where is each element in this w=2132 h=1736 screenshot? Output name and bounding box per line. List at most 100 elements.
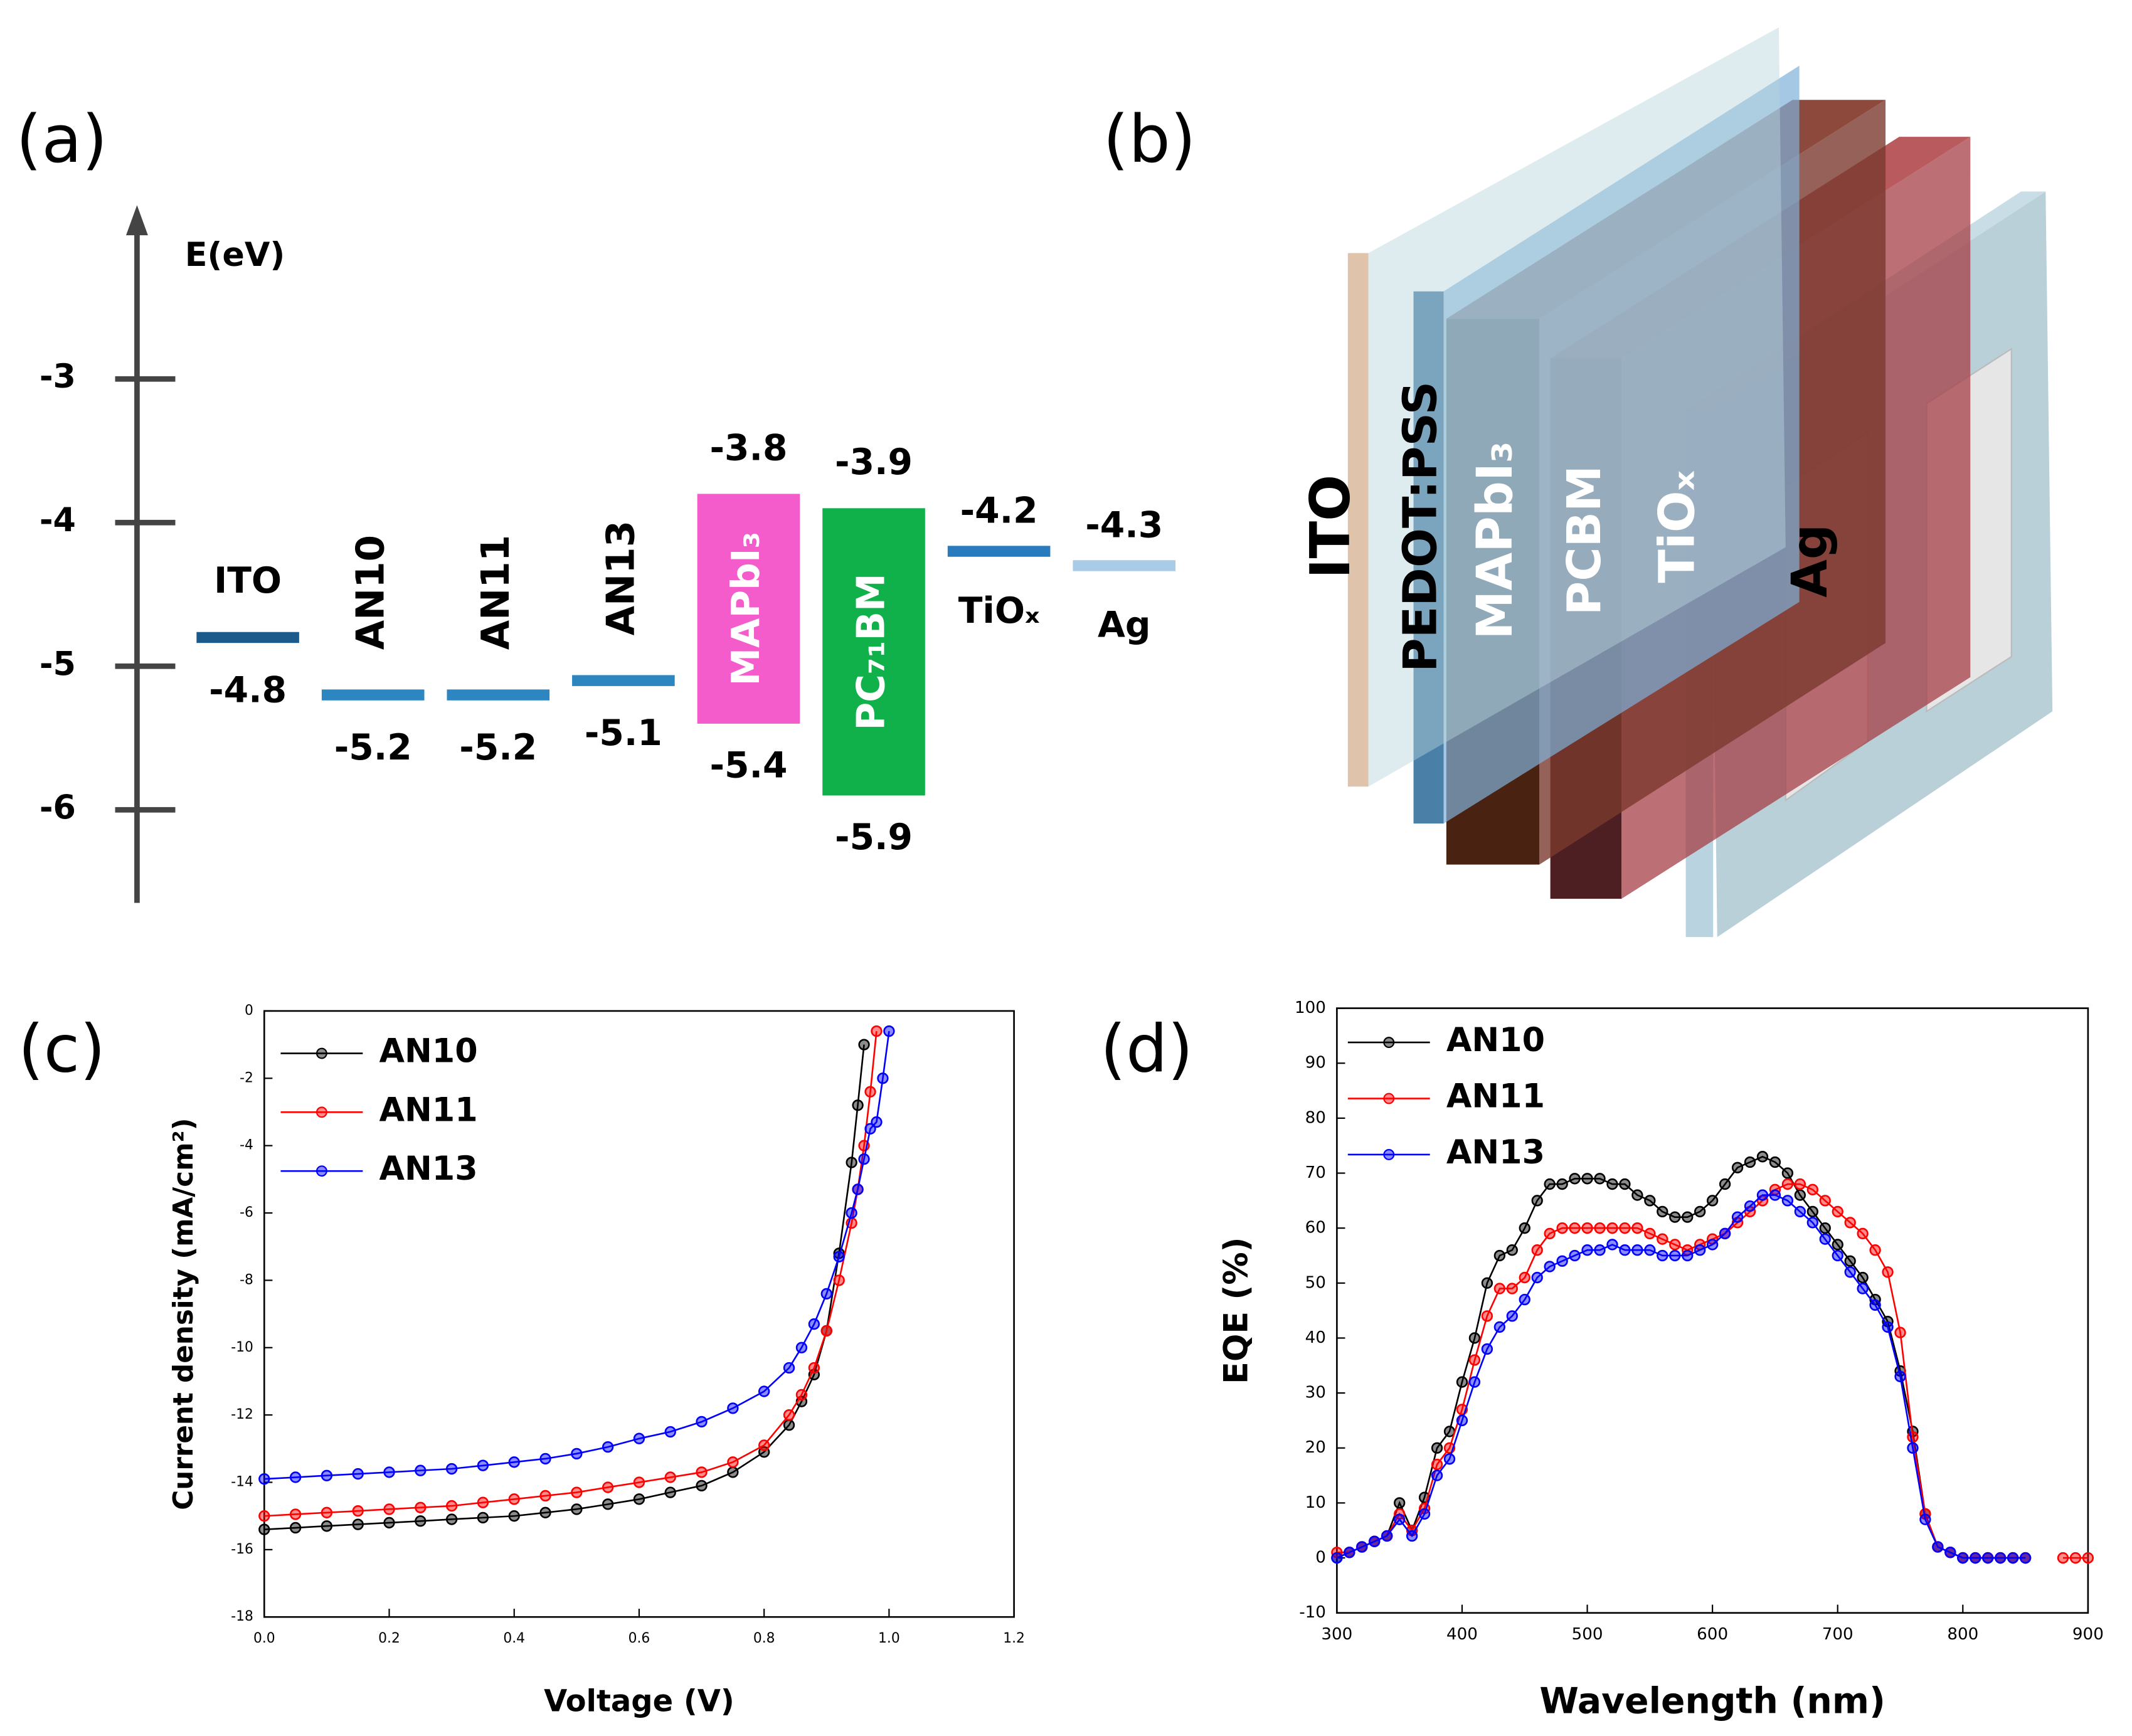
data-point [508, 1493, 520, 1505]
data-point [258, 1473, 270, 1485]
data-point [664, 1426, 676, 1438]
data-point [383, 1503, 395, 1515]
data-point [2019, 1552, 2032, 1564]
data-point [1506, 1244, 1518, 1256]
data-point [1769, 1156, 1781, 1168]
data-point [539, 1490, 551, 1502]
data-point [571, 1486, 583, 1498]
data-point [1631, 1244, 1643, 1256]
level-value: -5.2 [334, 727, 412, 768]
data-point [415, 1501, 427, 1513]
data-point [289, 1522, 302, 1534]
data-point [1995, 1552, 2007, 1564]
layer-label: ITO [1298, 475, 1362, 579]
data-point [1381, 1530, 1393, 1542]
data-point [602, 1441, 614, 1453]
data-point [1669, 1249, 1681, 1262]
data-point [1682, 1249, 1694, 1262]
data-point [1669, 1211, 1681, 1223]
x-tick-label: 0.8 [753, 1631, 775, 1646]
data-point [1531, 1271, 1543, 1284]
data-point [1844, 1217, 1856, 1229]
data-point [1481, 1343, 1493, 1355]
data-point [1794, 1205, 1806, 1218]
legend-label: AN11 [379, 1091, 478, 1129]
data-point [1468, 1354, 1481, 1366]
y-tick-label: -2 [240, 1070, 253, 1086]
data-point [1907, 1431, 1919, 1443]
panel-label: (b) [1103, 101, 1196, 177]
y-tick-label: -16 [231, 1542, 253, 1557]
data-point [1569, 1249, 1581, 1262]
data-point [1682, 1211, 1694, 1223]
data-point [1456, 1414, 1468, 1427]
data-point [2057, 1552, 2069, 1564]
tick-label: -5 [40, 645, 76, 683]
data-point [696, 1466, 708, 1478]
energy-level [321, 689, 425, 701]
data-point [1519, 1222, 1530, 1234]
data-point [727, 1456, 739, 1468]
energy-level [196, 632, 299, 643]
data-point [1694, 1244, 1706, 1256]
legend-marker [316, 1047, 327, 1059]
y-tick-label: 20 [1305, 1438, 1326, 1457]
data-point [864, 1086, 876, 1098]
x-tick-label: 0.4 [503, 1631, 525, 1646]
data-point [1481, 1310, 1493, 1322]
data-point [539, 1506, 551, 1518]
panel-label: (c) [18, 1010, 105, 1087]
data-point [1394, 1513, 1406, 1525]
data-point [1781, 1167, 1794, 1179]
data-point [1581, 1173, 1593, 1185]
data-point [1544, 1227, 1556, 1240]
data-point [1794, 1178, 1806, 1190]
data-point [1857, 1283, 1869, 1294]
legend-label: AN10 [1446, 1021, 1545, 1059]
legend-marker [1383, 1037, 1395, 1049]
energy-level [572, 675, 675, 686]
data-point [1394, 1497, 1406, 1509]
data-point [1756, 1189, 1769, 1201]
data-point [664, 1486, 676, 1498]
series-line [264, 1031, 890, 1480]
level-name: AN13 [598, 521, 643, 635]
data-point [415, 1464, 427, 1476]
data-point [1869, 1299, 1881, 1311]
data-point [258, 1510, 270, 1522]
data-point [820, 1288, 832, 1300]
data-point [1506, 1283, 1518, 1294]
data-point [795, 1342, 808, 1353]
band-name: MAPbI₃ [724, 532, 768, 686]
data-point [1731, 1211, 1744, 1223]
data-point [858, 1153, 870, 1165]
energy-level [447, 689, 550, 701]
y-tick-label: 80 [1305, 1108, 1326, 1127]
data-point [1556, 1178, 1568, 1190]
data-point [696, 1416, 708, 1428]
data-point [1844, 1266, 1856, 1278]
data-point [1832, 1249, 1843, 1262]
data-point [321, 1469, 333, 1481]
data-point [1344, 1547, 1355, 1559]
x-tick-label: 1.0 [878, 1631, 900, 1646]
data-point [1331, 1552, 1343, 1564]
data-point [1631, 1222, 1643, 1234]
ito-side [1368, 27, 1786, 787]
data-point [477, 1496, 489, 1508]
data-point [1544, 1261, 1556, 1273]
layer-label: PEDOT:PSS [1393, 381, 1447, 672]
data-point [664, 1471, 676, 1483]
data-point [1706, 1239, 1719, 1251]
data-point [1781, 1195, 1794, 1207]
energy-band [822, 508, 925, 796]
data-point [820, 1325, 832, 1337]
data-point [1581, 1222, 1593, 1234]
data-point [795, 1389, 808, 1401]
y-tick-label: 100 [1295, 998, 1326, 1017]
data-point [1569, 1173, 1581, 1185]
data-point [1606, 1222, 1618, 1234]
data-point [1882, 1321, 1894, 1333]
data-point [1919, 1513, 1931, 1525]
y-tick-label: -8 [240, 1272, 253, 1288]
